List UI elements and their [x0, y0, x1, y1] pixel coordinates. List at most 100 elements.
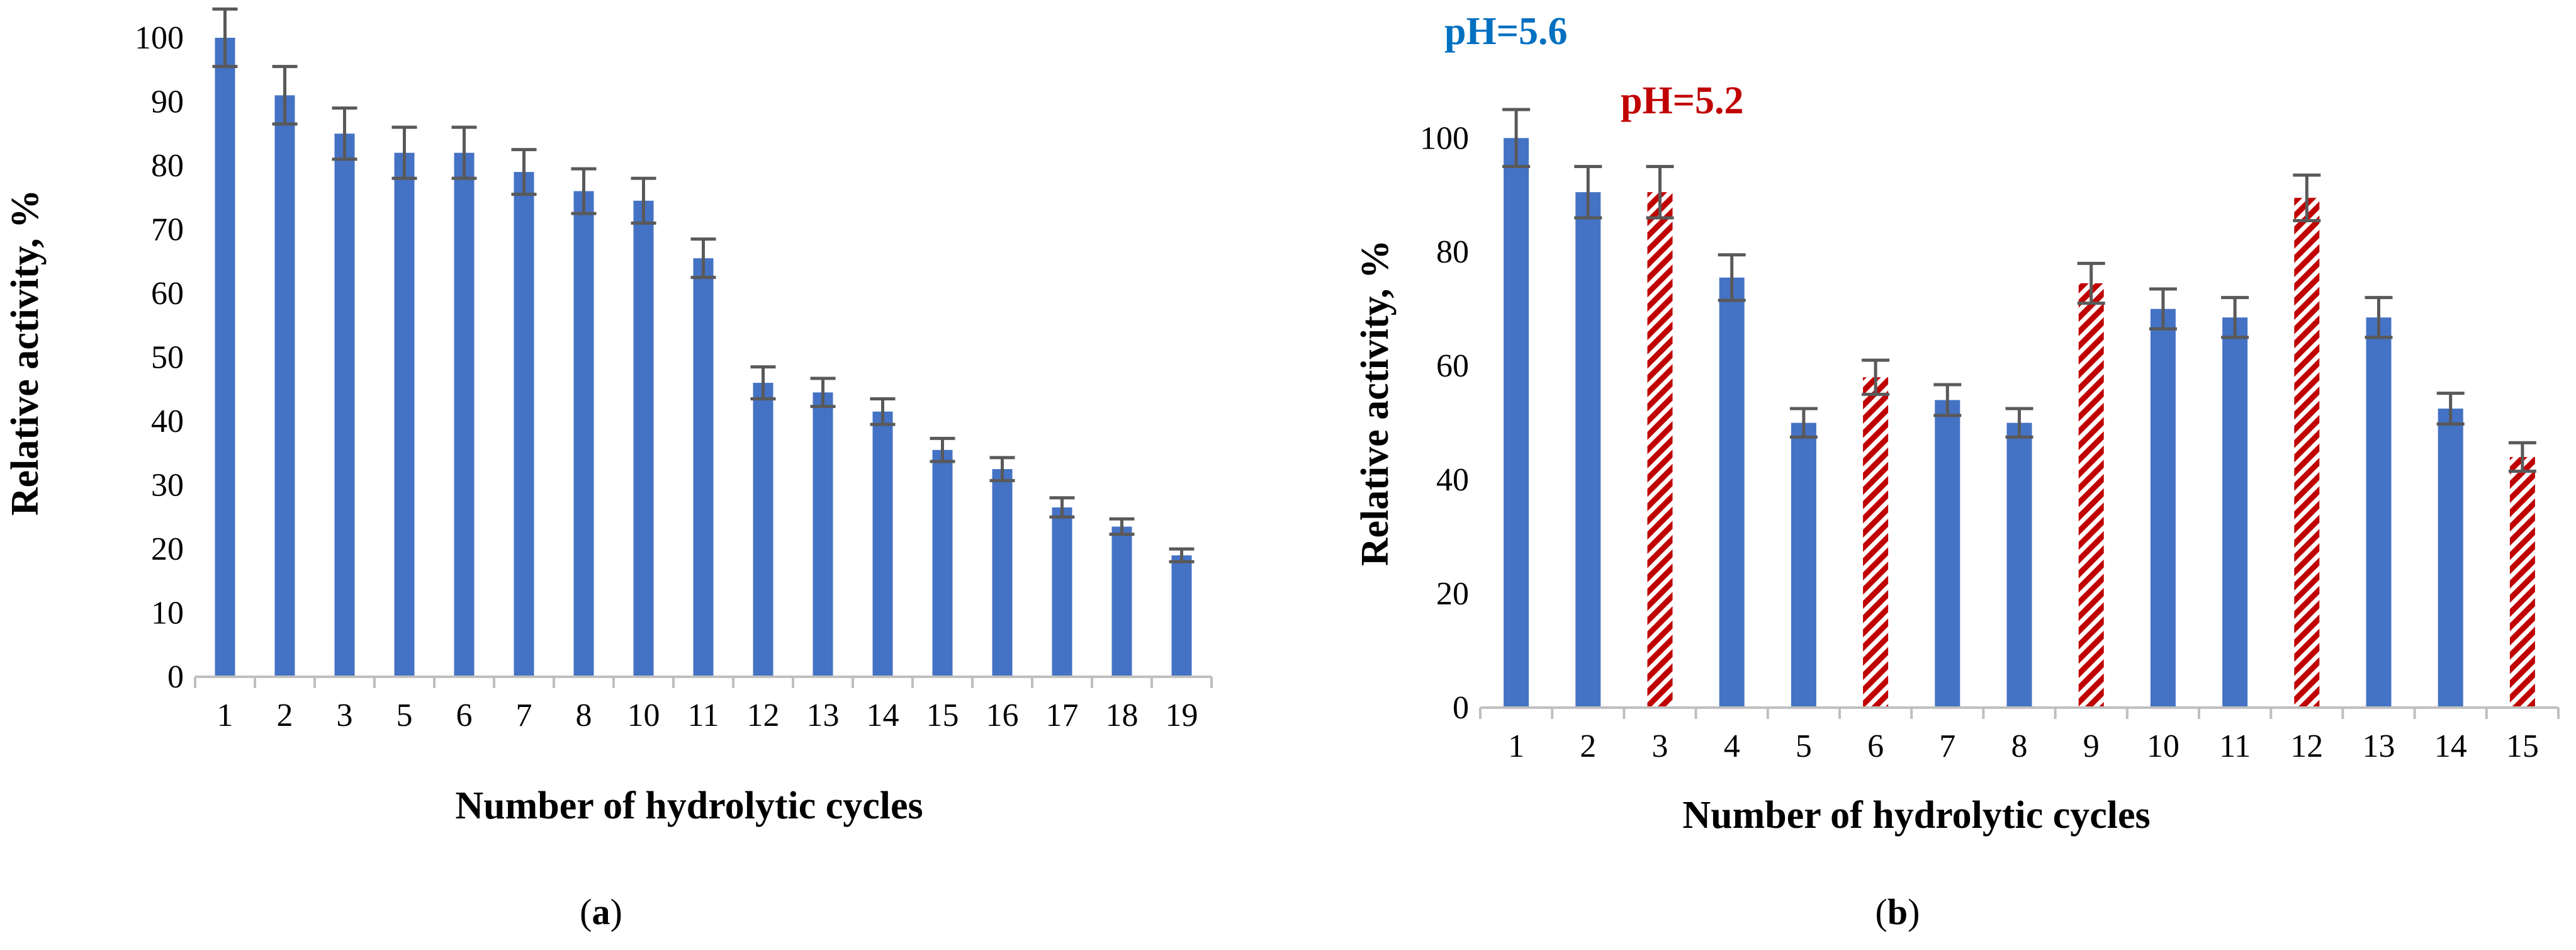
chart-b-x-tick-label: 14 [2434, 728, 2467, 764]
chart-b-error-bar [2221, 296, 2249, 339]
chart-b-bar [2222, 317, 2248, 708]
chart-a-bar [932, 450, 953, 677]
chart-b-y-tick-label: 40 [1436, 462, 1469, 498]
chart-a-error-bar [750, 365, 776, 400]
chart-a-x-tick-labels: 1 2 3 5 6 7 8 10 11 12 13 14 15 16 17 18 19 [217, 698, 1198, 733]
chart-a-bar [633, 200, 654, 677]
chart-a-bar [573, 191, 594, 677]
chart-b-x-axis [1479, 706, 2560, 719]
chart-a-error-bar [212, 7, 238, 69]
chart-a-bar [1052, 507, 1072, 677]
chart-a-y-tick-label: 10 [151, 596, 184, 631]
chart-a-error-bar [391, 125, 417, 180]
chart-a-y-tick-label: 30 [151, 468, 184, 504]
chart-b-error-bar [1718, 253, 1746, 302]
chart-a-error-bar [1109, 517, 1135, 536]
chart-b-error-bar [2293, 173, 2321, 222]
chart-a-error-bar [930, 436, 955, 463]
chart-a-bar [992, 469, 1013, 677]
chart-a-x-tick-label: 1 [217, 698, 233, 733]
chart-a-x-tick-label: 15 [926, 698, 959, 733]
chart-b-x-tick-label: 9 [2083, 728, 2100, 764]
chart-a-x-tick-label: 10 [627, 698, 660, 733]
chart-b-y-axis-title: Relative activity, % [1354, 240, 1397, 566]
chart-a-bar [693, 258, 714, 677]
chart-b-error-bars [1502, 108, 2536, 473]
chart-a-bar [394, 152, 415, 677]
chart-b-error-bar [2077, 261, 2105, 305]
chart-b-error-bar [2436, 392, 2465, 426]
chart-a-y-tick-label: 50 [151, 340, 184, 376]
chart-a-y-tick-label: 70 [151, 212, 184, 248]
chart-a-x-tick-label: 7 [516, 698, 532, 733]
chart-b-bar [1719, 277, 1745, 708]
chart-a-error-bar [511, 148, 537, 196]
chart-a-y-tick-label: 20 [151, 531, 184, 567]
chart-a-y-tick-label: 90 [151, 84, 184, 120]
chart-a-bar [514, 172, 534, 677]
chart-b-error-bar [1789, 407, 1818, 439]
chart-b-x-tick-label: 2 [1580, 728, 1596, 764]
chart-a-x-axis [194, 676, 1213, 688]
chart-b-x-tick-label: 6 [1867, 728, 1884, 764]
chart-b-bar [2150, 308, 2176, 708]
chart-b-y-tick-label: 20 [1436, 576, 1469, 612]
chart-b-panel-label: (b) [1876, 891, 1920, 932]
chart-b-x-tick-label: 3 [1652, 728, 1668, 764]
chart-b-x-tick-label: 5 [1796, 728, 1812, 764]
chart-b-bar [1863, 377, 1889, 708]
chart-a-x-tick-label: 17 [1046, 698, 1079, 733]
chart-a-x-tick-label: 19 [1166, 698, 1198, 733]
chart-b-y-tick-label: 0 [1453, 690, 1469, 726]
chart-b-error-bar [1502, 108, 1531, 169]
chart-a-x-tick-label: 3 [337, 698, 353, 733]
chart-b-error-bar [2365, 296, 2393, 339]
chart-a-error-bar [690, 237, 716, 280]
chart-b-bar [2078, 283, 2104, 708]
chart-a-y-tick-label: 100 [135, 20, 184, 56]
chart-b-error-bar [2005, 407, 2033, 439]
chart-a-x-tick-label: 6 [456, 698, 473, 733]
chart-b-x-tick-label: 12 [2290, 728, 2323, 764]
chart-a-x-tick-label: 12 [747, 698, 780, 733]
chart-a-bar [1111, 526, 1132, 677]
chart-a-x-tick-label: 16 [986, 698, 1019, 733]
chart-a-bar [813, 392, 833, 677]
chart-b-y-tick-labels: 0 20 40 60 80 100 [1420, 120, 1469, 726]
chart-a-x-tick-label: 2 [277, 698, 293, 733]
chart-a-error-bar [272, 65, 298, 126]
chart-b-bar [1935, 400, 1960, 708]
chart-a-y-axis-title: Relative activity, % [4, 189, 47, 516]
chart-b-error-bar [2149, 287, 2177, 331]
chart-a-error-bar [1049, 496, 1075, 519]
chart-b-error-bar [1933, 383, 1962, 417]
chart-a-bar [274, 95, 295, 677]
chart-a-y-tick-label: 40 [151, 404, 184, 439]
chart-b-bar [1575, 192, 1601, 708]
chart-a-y-tick-label: 0 [167, 659, 184, 695]
chart-a-error-bar [870, 397, 896, 426]
chart-b-x-tick-label: 7 [1939, 728, 1955, 764]
chart-a-bar [753, 383, 773, 677]
chart-b-bar [2509, 456, 2535, 708]
chart-a-y-tick-label: 80 [151, 148, 184, 184]
chart-a-error-bar [1169, 547, 1195, 563]
chart-a-bar [1171, 555, 1192, 677]
chart-a-y-tick-labels: 0 10 20 30 40 50 60 70 80 90 100 [135, 20, 184, 695]
chart-b-bar [2438, 409, 2463, 708]
chart-a-error-bar [810, 376, 836, 409]
chart-a-x-tick-label: 13 [807, 698, 840, 733]
chart-a-bar [334, 133, 355, 677]
chart-a-bar [872, 411, 893, 677]
chart-b-x-tick-label: 11 [2219, 728, 2251, 764]
chart-b-y-tick-label: 100 [1420, 120, 1469, 156]
chart-b-bar [1504, 138, 1529, 708]
chart-a-x-tick-label: 14 [867, 698, 899, 733]
chart-a-error-bar [571, 167, 597, 215]
chart-a-x-axis-title: Number of hydrolytic cycles [455, 784, 923, 827]
chart-a-error-bar [451, 125, 477, 180]
chart-b-error-bar [2508, 441, 2536, 473]
chart-b-x-tick-label: 10 [2147, 728, 2179, 764]
chart-a-x-tick-label: 11 [687, 698, 719, 733]
